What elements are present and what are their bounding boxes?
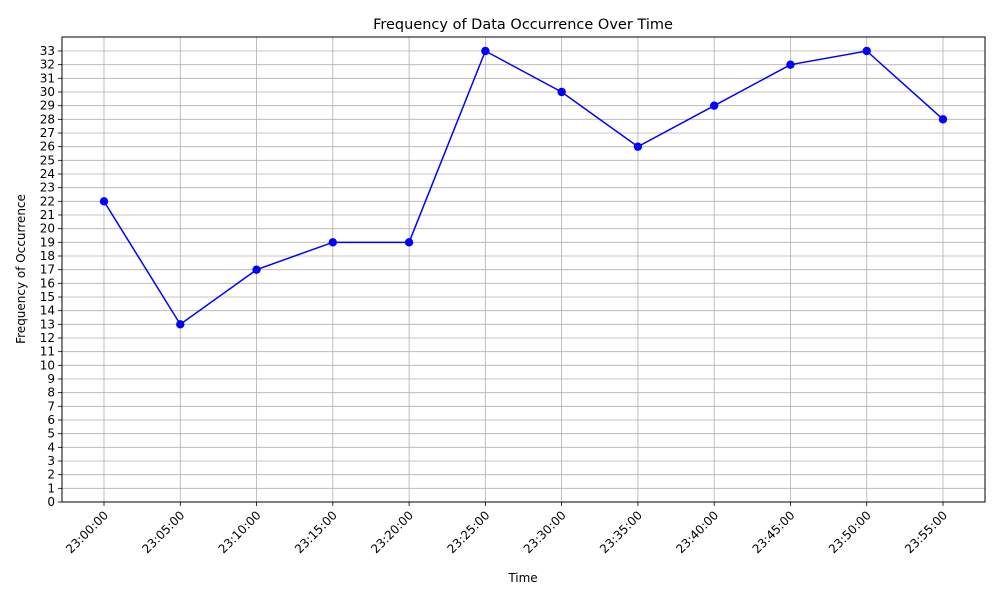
y-tick-label: 20 — [40, 222, 55, 236]
axes — [58, 36, 986, 506]
x-tick-label: 23:00:00 — [63, 508, 111, 556]
series-line — [103, 49, 944, 326]
y-tick-label: 3 — [47, 454, 55, 468]
y-tick-label: 33 — [40, 44, 55, 58]
y-axis-label: Frequency of Occurrence — [14, 194, 28, 344]
y-tick-label: 21 — [40, 208, 55, 222]
y-tick-label: 9 — [47, 372, 55, 386]
series-layer — [99, 46, 948, 329]
y-tick-label: 16 — [40, 276, 55, 290]
y-tick-label: 15 — [40, 290, 55, 304]
data-point — [938, 115, 948, 124]
data-point — [557, 87, 566, 97]
x-tick-label: 23:40:00 — [673, 508, 721, 556]
data-point — [328, 238, 338, 247]
y-tick-label: 4 — [47, 440, 55, 454]
x-tick-label: 23:55:00 — [902, 508, 950, 556]
data-point — [99, 197, 109, 206]
y-tick-label: 29 — [40, 99, 55, 113]
x-tick-label: 23:50:00 — [826, 508, 874, 556]
y-tick-label: 28 — [40, 112, 55, 126]
x-tick-label: 23:30:00 — [521, 508, 569, 556]
y-tick-label: 11 — [40, 345, 55, 359]
y-tick-label: 5 — [47, 427, 55, 441]
y-tick-label: 25 — [40, 153, 55, 167]
y-tick-label: 31 — [40, 71, 55, 85]
x-tick-label: 23:35:00 — [597, 508, 645, 556]
y-tick-label: 17 — [40, 263, 55, 277]
data-point — [709, 101, 719, 110]
y-tick-label: 2 — [47, 468, 55, 482]
data-point — [786, 60, 795, 69]
y-tick-label: 22 — [40, 194, 55, 208]
x-tick-label: 23:20:00 — [368, 508, 416, 556]
data-point — [862, 46, 871, 56]
y-tick-label: 26 — [40, 140, 55, 154]
y-tick-label: 0 — [47, 495, 55, 509]
y-tick-label: 23 — [40, 181, 55, 195]
x-axis-label: Time — [507, 571, 537, 585]
y-tick-label: 19 — [40, 235, 55, 249]
y-tick-label: 12 — [40, 331, 55, 345]
y-tick-label: 18 — [40, 249, 55, 263]
plot-frame — [61, 36, 986, 503]
y-tick-label: 1 — [47, 481, 55, 495]
x-tick-label: 23:15:00 — [292, 508, 340, 556]
tick-labels: 0123456789101112131415161718192021222324… — [40, 44, 950, 556]
y-tick-label: 8 — [47, 386, 55, 400]
y-tick-label: 27 — [40, 126, 55, 140]
y-tick-label: 14 — [40, 304, 55, 318]
y-tick-label: 10 — [40, 358, 55, 372]
data-point — [252, 265, 261, 274]
y-tick-label: 6 — [47, 413, 55, 427]
data-point — [404, 238, 414, 247]
y-tick-label: 32 — [40, 58, 55, 72]
y-tick-label: 13 — [40, 317, 55, 331]
x-tick-label: 23:25:00 — [444, 508, 492, 556]
data-point — [481, 46, 490, 56]
y-tick-label: 30 — [40, 85, 55, 99]
data-point — [176, 320, 185, 329]
data-point — [633, 142, 643, 151]
chart-title: Frequency of Data Occurrence Over Time — [373, 17, 673, 33]
x-tick-label: 23:10:00 — [216, 508, 264, 556]
y-tick-label: 24 — [40, 167, 55, 181]
grid — [62, 37, 985, 503]
x-tick-label: 23:05:00 — [139, 508, 187, 556]
x-tick-label: 23:45:00 — [750, 508, 798, 556]
y-tick-label: 7 — [47, 399, 55, 413]
